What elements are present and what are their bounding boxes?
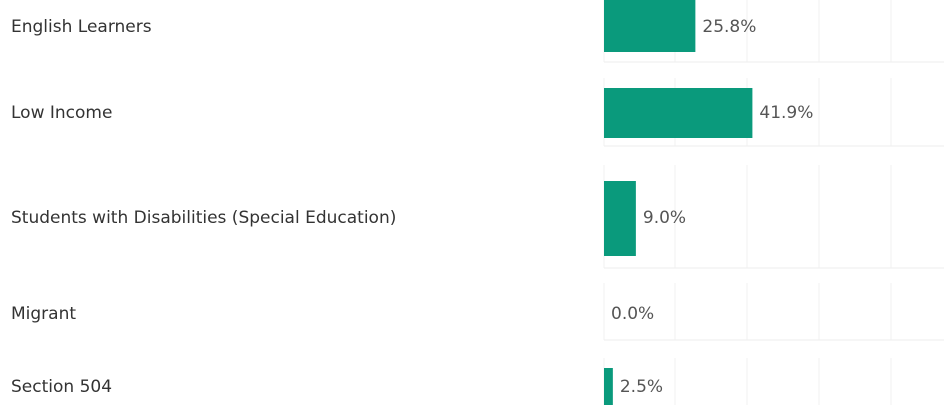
bar bbox=[604, 368, 613, 405]
value-label: 25.8% bbox=[702, 17, 756, 37]
category-label: Migrant bbox=[11, 304, 76, 324]
value-label: 2.5% bbox=[620, 377, 663, 397]
bar bbox=[604, 88, 753, 138]
value-label: 9.0% bbox=[643, 208, 686, 228]
bar bbox=[604, 181, 636, 256]
value-label: 41.9% bbox=[759, 103, 813, 123]
category-label: Students with Disabilities (Special Educ… bbox=[11, 208, 396, 228]
bar bbox=[604, 0, 696, 52]
value-label: 0.0% bbox=[611, 304, 654, 324]
category-label: Low Income bbox=[11, 103, 112, 123]
category-label: Section 504 bbox=[11, 377, 112, 397]
category-label: English Learners bbox=[11, 17, 152, 37]
row-panels bbox=[603, 0, 944, 405]
